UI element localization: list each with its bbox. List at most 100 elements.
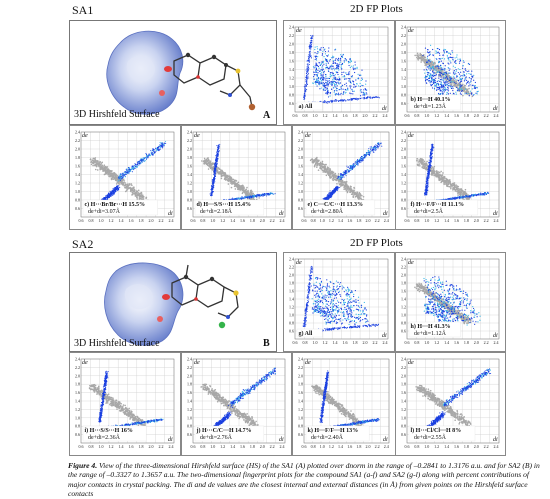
axis-label-di: di (493, 437, 498, 443)
x-tick-label: 1.0 (424, 113, 429, 118)
x-tick-label: 2.2 (373, 113, 378, 118)
y-tick-label: 1.8 (298, 155, 303, 160)
fp-scatter (201, 144, 276, 204)
y-tick-label: 2.2 (401, 365, 406, 370)
y-tick-label: 0.8 (187, 198, 192, 203)
y-tick-label: 0.6 (298, 432, 303, 437)
x-tick-label: 2.4 (494, 113, 499, 118)
y-tick-label: 0.8 (75, 198, 80, 203)
x-tick-label: 2.2 (270, 218, 275, 223)
fp-plot-distance: de+di=1.12Å (414, 329, 447, 337)
y-tick-label: 0.6 (298, 206, 303, 211)
figure-caption: Figure 4. View of the three-dimensional … (68, 461, 544, 499)
x-tick-label: 1.8 (464, 218, 469, 223)
x-tick-label: 1.2 (329, 444, 334, 449)
y-tick-label: 0.6 (187, 206, 192, 211)
y-tick-label: 1.0 (187, 415, 192, 420)
y-tick-label: 2.0 (401, 42, 406, 47)
x-tick-label: 0.8 (200, 218, 205, 223)
y-tick-label: 1.8 (298, 382, 303, 387)
x-tick-label: 2.4 (384, 444, 389, 449)
x-tick-label: 0.8 (200, 444, 205, 449)
x-tick-label: 0.8 (89, 444, 94, 449)
y-tick-label: 1.4 (401, 399, 406, 404)
x-tick-label: 2.2 (270, 444, 275, 449)
y-tick-label: 2.4 (401, 257, 406, 262)
y-tick-label: 1.6 (289, 59, 294, 64)
y-tick-label: 2.4 (401, 25, 406, 30)
x-tick-label: 1.4 (444, 444, 449, 449)
x-tick-label: 1.6 (454, 340, 459, 345)
x-tick-label: 2.2 (373, 340, 378, 345)
x-tick-label: 1.0 (210, 218, 215, 223)
x-tick-label: 1.0 (99, 218, 104, 223)
axis-label-de: de (305, 133, 311, 139)
x-tick-label: 0.8 (414, 113, 419, 118)
axis-label-di: di (168, 437, 173, 443)
x-tick-label: 2.2 (484, 218, 489, 223)
x-tick-label: 1.6 (240, 218, 245, 223)
fp-scatter (200, 368, 276, 432)
y-tick-label: 1.6 (401, 289, 406, 294)
hirshfeld-surface-panel-sa2: 3D Hirshfeld Surface B (69, 252, 277, 352)
y-tick-label: 2.4 (289, 25, 294, 30)
hirshfeld-surface-sa2 (70, 253, 276, 351)
x-tick-label: 1.6 (454, 113, 459, 118)
x-tick-label: 1.0 (99, 444, 104, 449)
axis-label-di: di (279, 211, 284, 217)
x-tick-label: 1.0 (313, 113, 318, 118)
y-tick-label: 2.2 (75, 138, 80, 143)
x-tick-label: 1.2 (329, 218, 334, 223)
fp-scatter (311, 370, 379, 429)
y-tick-label: 2.2 (401, 138, 406, 143)
y-tick-label: 0.6 (75, 206, 80, 211)
x-tick-label: 2.0 (149, 218, 154, 223)
x-tick-label: 2.0 (363, 113, 368, 118)
y-tick-label: 2.4 (298, 357, 303, 362)
y-tick-label: 2.0 (298, 373, 303, 378)
fp-plot-label: k) H···F/F···H 13% (308, 427, 359, 434)
fp-scatter (90, 141, 166, 206)
x-tick-label: 1.6 (454, 444, 459, 449)
y-tick-label: 2.0 (187, 373, 192, 378)
x-tick-label: 1.8 (464, 113, 469, 118)
x-tick-label: 2.4 (280, 444, 285, 449)
y-tick-label: 1.0 (75, 189, 80, 194)
x-tick-label: 1.4 (119, 218, 124, 223)
y-tick-label: 0.6 (401, 101, 406, 106)
x-tick-label: 2.2 (159, 218, 164, 223)
figure-caption-text: View of the three-dimensional Hirshfeld … (68, 461, 540, 498)
fp-plot-distance: de+di=2.5Å (414, 207, 444, 215)
axis-label-de: de (82, 133, 88, 139)
x-tick-label: 1.2 (323, 113, 328, 118)
x-tick-label: 2.4 (494, 444, 499, 449)
x-tick-label: 1.8 (139, 218, 144, 223)
x-tick-label: 1.8 (353, 340, 358, 345)
x-tick-label: 1.6 (129, 444, 134, 449)
x-tick-label: 1.4 (230, 444, 235, 449)
y-tick-label: 1.6 (75, 390, 80, 395)
x-tick-label: 1.6 (240, 444, 245, 449)
y-tick-label: 1.4 (289, 67, 294, 72)
y-tick-label: 0.6 (289, 329, 294, 334)
x-tick-label: 2.0 (149, 444, 154, 449)
y-tick-label: 0.6 (187, 432, 192, 437)
y-tick-label: 0.6 (401, 206, 406, 211)
fp-plot-label: j) H···C/C···H 14.7% (196, 427, 252, 434)
y-tick-label: 0.6 (401, 329, 406, 334)
x-tick-label: 1.6 (343, 113, 348, 118)
hs-caption-sa1: 3D Hirshfeld Surface (74, 109, 160, 120)
y-tick-label: 0.6 (401, 432, 406, 437)
axis-label-de: de (305, 360, 311, 366)
